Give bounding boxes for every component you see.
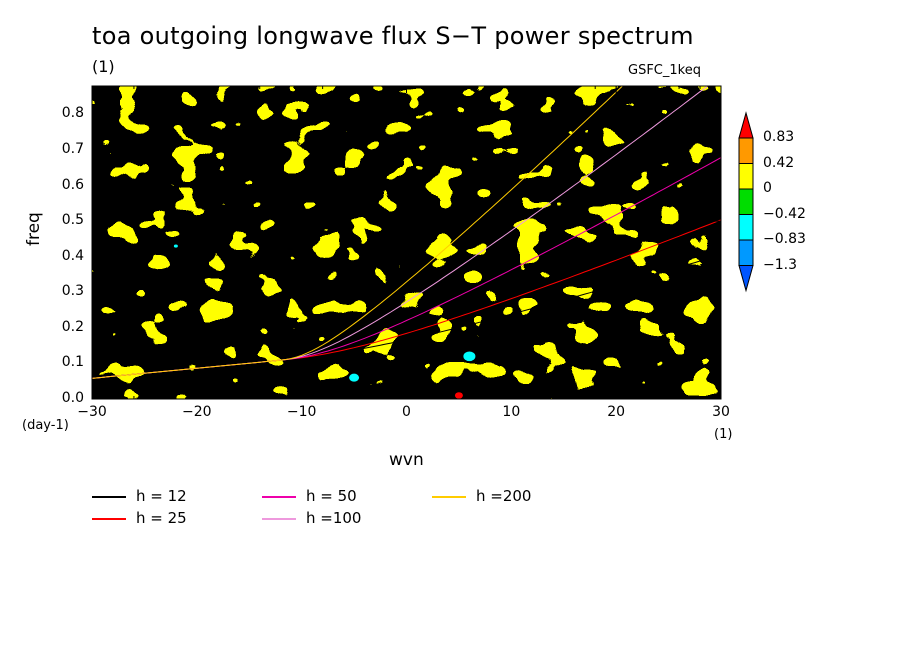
heatmap-spot — [463, 351, 476, 362]
x-axis-label: wvn — [389, 450, 424, 470]
x-tick-label: −30 — [77, 404, 107, 420]
colorbar-cell — [738, 137, 754, 164]
colorbar — [738, 111, 754, 293]
x-tick-label: −20 — [182, 404, 212, 420]
y-tick-label: 0.5 — [61, 212, 84, 229]
colorbar-cell — [738, 214, 754, 241]
legend-swatch — [92, 518, 126, 520]
chart-title: toa outgoing longwave flux S−T power spe… — [92, 22, 694, 50]
colorbar-label: 0.42 — [763, 154, 795, 171]
y-tick-label: 0.7 — [61, 141, 84, 158]
dataset-tag: GSFC_1keq — [628, 63, 701, 78]
colorbar-cell — [738, 265, 754, 293]
legend-swatch — [92, 496, 126, 498]
heatmap-spot — [173, 244, 178, 248]
y-tick-label: 0.6 — [61, 176, 84, 193]
x-tick-label: 0 — [402, 404, 411, 420]
colorbar-label: −1.3 — [763, 256, 797, 273]
heatmap-spot — [454, 392, 463, 399]
legend-label: h =100 — [306, 509, 362, 527]
legend-label: h = 50 — [306, 487, 357, 505]
y-tick-label: 0.4 — [61, 247, 84, 264]
y-axis-label: freq — [24, 212, 44, 246]
legend-swatch — [432, 496, 466, 498]
colorbar-cell — [738, 111, 754, 139]
legend-label: h = 12 — [136, 487, 187, 505]
colorbar-cell — [738, 163, 754, 190]
colorbar-label: 0 — [763, 180, 772, 196]
legend-swatch — [262, 496, 296, 498]
x-axis-unit: (1) — [714, 427, 733, 442]
y-tick-label: 0.2 — [61, 318, 84, 335]
x-tick-label: −10 — [286, 404, 317, 420]
y-tick-label: 0.3 — [61, 283, 84, 300]
heatmap-spot — [349, 373, 360, 382]
colorbar-label: 0.83 — [763, 129, 795, 145]
colorbar-cell — [738, 188, 754, 215]
y-tick-label: 0.0 — [61, 390, 84, 406]
x-tick-label: 10 — [502, 404, 521, 420]
colorbar-label: −0.83 — [763, 231, 806, 247]
x-tick-label: 30 — [712, 404, 730, 420]
y-tick-label: 0.1 — [61, 354, 84, 371]
legend-label: h = 25 — [136, 509, 187, 527]
legend-label: h =200 — [476, 487, 532, 505]
y-tick-label: 0.8 — [61, 105, 84, 122]
heatmap-field — [92, 86, 721, 399]
y-axis-unit: (day-1) — [22, 418, 69, 433]
chart-unit-label: (1) — [92, 57, 115, 76]
colorbar-label: −0.42 — [763, 205, 806, 222]
legend-swatch — [262, 518, 296, 520]
x-tick-label: 20 — [607, 404, 626, 420]
colorbar-cell — [738, 239, 754, 266]
